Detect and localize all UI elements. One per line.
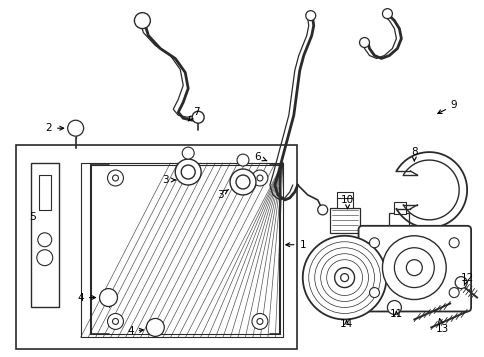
Circle shape <box>107 170 123 186</box>
Bar <box>393 202 406 214</box>
Circle shape <box>112 318 118 325</box>
Text: 10: 10 <box>340 195 353 208</box>
Bar <box>389 213 408 231</box>
Circle shape <box>68 120 83 136</box>
Circle shape <box>406 260 422 276</box>
Circle shape <box>448 238 458 248</box>
Circle shape <box>99 288 117 307</box>
Circle shape <box>387 301 401 315</box>
Text: 11: 11 <box>389 310 402 320</box>
Circle shape <box>334 268 354 288</box>
Circle shape <box>305 11 315 21</box>
Bar <box>329 208 359 233</box>
Text: 12: 12 <box>459 273 473 285</box>
Text: 4: 4 <box>77 292 95 302</box>
Text: 4: 4 <box>127 326 143 336</box>
Bar <box>16 145 296 350</box>
Circle shape <box>369 238 378 248</box>
Text: 8: 8 <box>410 147 417 161</box>
Text: 13: 13 <box>435 318 448 335</box>
Bar <box>39 175 51 210</box>
Circle shape <box>382 236 445 300</box>
Circle shape <box>237 154 248 166</box>
Circle shape <box>181 165 195 179</box>
Circle shape <box>314 248 374 307</box>
Circle shape <box>229 169 256 195</box>
Circle shape <box>236 175 249 189</box>
Circle shape <box>257 318 262 325</box>
Text: 6: 6 <box>254 152 266 162</box>
Circle shape <box>257 175 262 181</box>
Circle shape <box>134 12 150 29</box>
Circle shape <box>107 313 123 330</box>
Circle shape <box>308 242 379 313</box>
Circle shape <box>369 288 378 297</box>
Circle shape <box>252 313 267 330</box>
Text: 9: 9 <box>437 100 456 114</box>
Circle shape <box>38 233 52 247</box>
Circle shape <box>393 248 433 288</box>
Bar <box>336 198 352 208</box>
Circle shape <box>112 175 118 181</box>
Text: 7: 7 <box>188 107 199 121</box>
Circle shape <box>454 277 466 288</box>
Bar <box>31 163 59 307</box>
Text: 1: 1 <box>285 240 305 250</box>
Circle shape <box>359 37 369 47</box>
Text: 3: 3 <box>216 190 228 200</box>
Circle shape <box>182 147 194 159</box>
Circle shape <box>175 159 201 185</box>
Text: 3: 3 <box>162 175 175 185</box>
Bar <box>80 163 282 337</box>
Circle shape <box>192 111 204 123</box>
Text: 5: 5 <box>29 212 36 222</box>
Circle shape <box>146 318 164 336</box>
Circle shape <box>448 288 458 297</box>
Text: 14: 14 <box>339 320 352 330</box>
Circle shape <box>302 236 386 320</box>
Circle shape <box>37 250 53 266</box>
Circle shape <box>340 273 348 282</box>
Circle shape <box>382 9 392 19</box>
Circle shape <box>326 260 362 296</box>
Circle shape <box>320 254 368 302</box>
Circle shape <box>317 205 327 215</box>
FancyBboxPatch shape <box>358 226 470 311</box>
Text: 2: 2 <box>45 123 63 133</box>
Circle shape <box>252 170 267 186</box>
